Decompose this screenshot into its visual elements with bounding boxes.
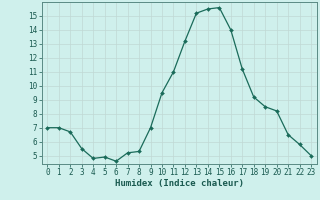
X-axis label: Humidex (Indice chaleur): Humidex (Indice chaleur) [115, 179, 244, 188]
